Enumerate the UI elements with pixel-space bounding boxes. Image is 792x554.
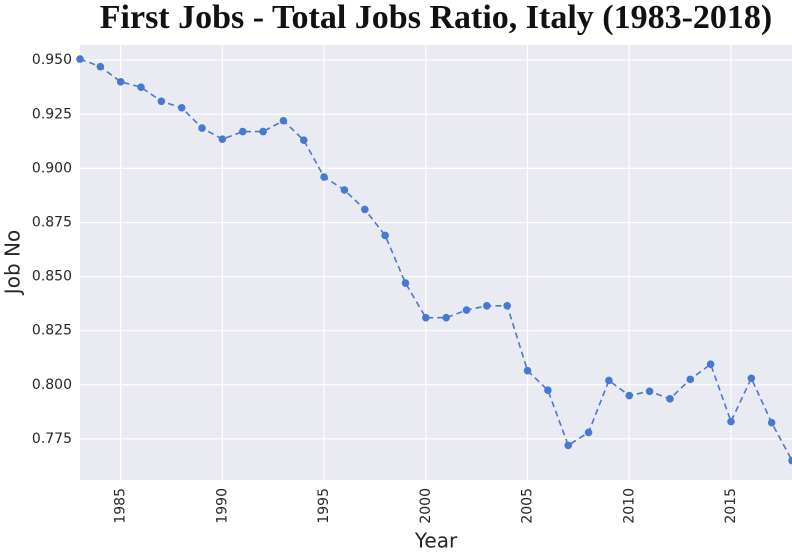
data-point [218,135,227,143]
data-point [96,62,105,71]
x-tick-label: 2010 [621,488,637,524]
x-tick-label: 1990 [214,488,230,524]
marks [76,55,792,465]
data-point [401,279,410,287]
data-point [645,387,654,396]
x-axis-label: Year [414,529,458,553]
data-point [361,205,369,214]
data-point [788,456,792,465]
data-point [503,301,512,310]
data-point [422,313,430,322]
data-point [544,386,552,394]
data-point [747,374,756,383]
y-tick-label: 0.925 [32,106,72,122]
data-point [564,441,573,450]
data-point [198,124,206,132]
data-point [299,136,308,145]
plot-area [80,45,792,480]
data-point [442,313,450,322]
y-tick-label: 0.875 [32,214,72,230]
data-point [381,231,389,240]
data-point [727,417,735,426]
y-tick-label: 0.825 [32,323,72,339]
y-tick-label: 0.775 [32,431,72,447]
data-point [279,116,288,125]
data-point [137,83,145,92]
y-tick-label: 0.900 [32,160,72,176]
y-tick-label: 0.800 [32,377,72,393]
data-point [666,395,674,403]
data-point [76,55,84,63]
data-point [116,77,125,86]
data-point [238,127,247,136]
x-tick-label: 2000 [418,488,434,524]
data-point [157,97,166,106]
data-point [483,301,491,310]
y-tick-label: 0.850 [32,269,72,285]
data-point [462,306,471,314]
grid [80,45,792,480]
chart-title: First Jobs - Total Jobs Ratio, Italy (19… [100,0,772,36]
data-point [605,376,613,385]
data-point [320,173,328,181]
data-point [584,428,593,437]
x-tick-label: 2015 [723,488,739,524]
data-point [259,127,267,136]
data-point [625,391,634,400]
y-tick-label: 0.950 [32,52,72,68]
data-point [686,375,695,384]
y-axis-label: Job No [1,230,25,296]
x-tick-label: 1985 [113,488,129,524]
x-tick-label: 2005 [520,488,536,524]
data-point [767,418,776,427]
data-point [177,103,186,112]
x-tick-label: 1995 [316,488,332,524]
data-point [340,186,349,194]
data-point [706,360,715,369]
data-point [523,366,532,375]
